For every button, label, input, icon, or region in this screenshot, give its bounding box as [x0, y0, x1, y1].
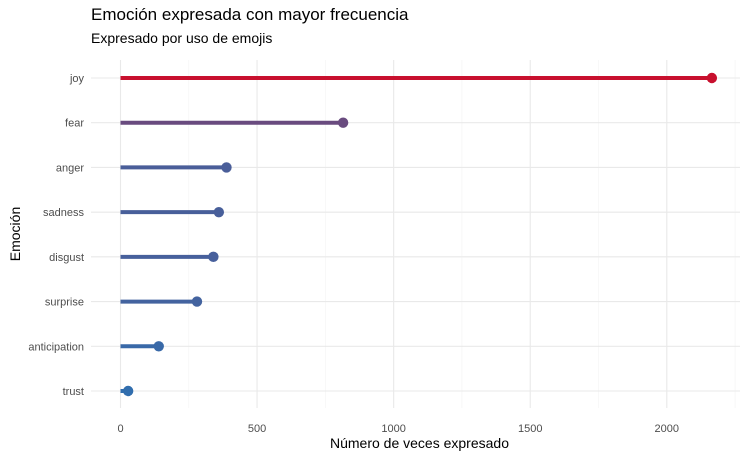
chart-subtitle: Expresado por uso de emojis	[91, 30, 273, 46]
lollipop-point	[221, 162, 232, 173]
lollipop-point	[337, 117, 349, 128]
x-tick-label: 500	[248, 423, 266, 435]
lollipop-point	[153, 341, 164, 352]
y-tick-label: anger	[56, 162, 84, 174]
y-tick-label: disgust	[49, 252, 84, 264]
y-tick-label: sadness	[43, 207, 84, 219]
x-tick-label: 1500	[518, 423, 542, 435]
lollipop-points	[122, 72, 718, 397]
y-tick-label: surprise	[45, 297, 84, 309]
lollipop-point	[213, 206, 225, 218]
y-tick-label: trust	[63, 386, 84, 398]
minor-gridlines	[188, 60, 736, 408]
lollipop-stems	[120, 76, 712, 393]
x-tick-label: 1000	[381, 423, 405, 435]
lollipop-point	[122, 385, 134, 397]
y-tick-label: joy	[69, 73, 85, 85]
x-tick-label: 2000	[655, 423, 679, 435]
chart-title: Emoción expresada con mayor frecuencia	[91, 5, 409, 24]
lollipop-point	[706, 72, 718, 84]
y-axis-title: Emoción	[7, 207, 23, 261]
major-gridlines	[91, 60, 740, 408]
x-tick-label: 0	[117, 423, 123, 435]
x-axis-title: Número de veces expresado	[330, 435, 509, 451]
y-tick-label: anticipation	[28, 341, 84, 353]
lollipop-point	[191, 296, 203, 307]
x-axis-tick-labels: 0 500 1000 1500 2000	[117, 423, 679, 435]
y-tick-label: fear	[65, 118, 84, 130]
y-axis-tick-labels: joy fear anger sadness disgust surprise antici…	[28, 73, 84, 398]
lollipop-point	[208, 251, 219, 263]
